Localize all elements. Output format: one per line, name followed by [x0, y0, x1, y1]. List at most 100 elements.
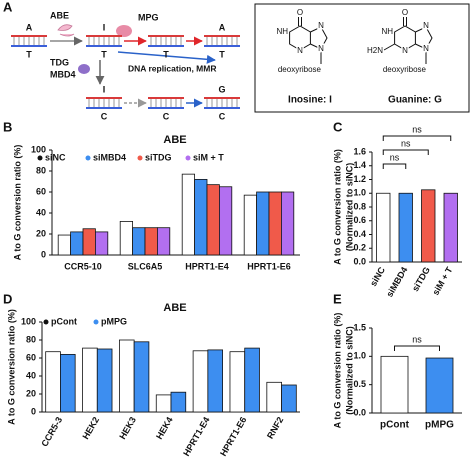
panel-a: A ABE MPG TDG MBD4 DNA replication, MMR	[3, 0, 470, 113]
chart-title: ABE	[163, 302, 186, 314]
legend-marker	[85, 155, 91, 161]
significance-label: ns	[401, 138, 411, 148]
y-tick-label: 1.2	[353, 174, 366, 184]
atom-label: N	[423, 21, 429, 30]
base-label: T	[101, 49, 107, 59]
tdg-icon	[78, 64, 90, 74]
significance-bracket	[394, 345, 440, 351]
sugar-label: deoxyribose	[278, 65, 322, 74]
significance-bracket	[382, 163, 407, 169]
bar	[376, 192, 391, 263]
atom-label: NH	[276, 27, 288, 36]
y-axis-label: A to G conversion ratio (%)	[332, 149, 342, 265]
x-tick-label: HPRT1-E6	[218, 415, 248, 458]
bar	[244, 347, 260, 413]
y-axis-label: (Normalized to siNC)	[344, 163, 354, 252]
panel-letter: D	[3, 291, 12, 306]
base-label: A	[26, 22, 33, 32]
legend-label: pMPG	[101, 316, 127, 326]
bar	[70, 231, 84, 256]
bar	[133, 341, 150, 413]
bar	[155, 394, 172, 413]
y-tick-label: 0.0	[353, 256, 366, 266]
bar	[95, 231, 109, 256]
bar	[119, 339, 135, 413]
atom-label: N	[318, 21, 324, 30]
panel-letter: B	[3, 119, 12, 134]
y-tick-label: 1.5	[353, 322, 366, 332]
molecule-name: Inosine: I	[288, 95, 332, 106]
enzyme-label: ABE	[50, 10, 69, 20]
x-tick-label: pCont	[380, 420, 410, 431]
y-tick-label: 0	[31, 406, 36, 416]
y-tick-label: 1.4	[353, 160, 366, 170]
y-tick-label: 80	[26, 334, 36, 344]
panel-letter: C	[333, 119, 343, 134]
ring	[415, 26, 433, 50]
bond	[383, 43, 395, 51]
panel-letter: E	[333, 291, 342, 306]
molecule-name: Guanine: G	[388, 95, 442, 106]
enzyme-label: MPG	[138, 12, 159, 22]
x-tick-label: siTDG	[410, 265, 432, 293]
y-tick-label: 20	[36, 228, 46, 238]
base-label: C	[163, 111, 170, 121]
bar	[207, 349, 224, 413]
legend-marker	[37, 155, 43, 161]
base-label: T	[163, 49, 169, 59]
base-label: G	[218, 84, 225, 94]
y-tick-label: 80	[36, 165, 46, 175]
bar	[119, 220, 133, 256]
y-tick-label: 1.6	[353, 146, 366, 156]
bar	[380, 355, 409, 414]
enzyme-label: TDG	[50, 57, 69, 67]
bar	[443, 192, 458, 263]
bar	[82, 228, 96, 256]
significance-bracket	[382, 149, 429, 155]
y-tick-label: 0.2	[353, 243, 366, 253]
y-tick-label: 20	[26, 388, 36, 398]
x-tick-label: siM + T	[430, 265, 454, 297]
atom-label: N	[423, 44, 429, 53]
y-tick-label: 0.6	[353, 215, 366, 225]
bar	[192, 350, 209, 413]
bar	[281, 384, 297, 413]
y-tick-label: 1.0	[353, 188, 366, 198]
y-tick-label: 0.8	[353, 201, 366, 211]
atom-label: N	[318, 44, 324, 53]
y-tick-label: 0	[41, 249, 46, 259]
base-label: T	[26, 49, 32, 59]
bar	[425, 357, 454, 414]
x-tick-label: RNF2	[265, 415, 285, 440]
y-tick-label: 100	[21, 316, 36, 326]
bar	[96, 348, 113, 413]
y-tick-label: 60	[36, 186, 46, 196]
bar	[57, 234, 72, 256]
y-tick-label: 1.0	[353, 351, 366, 361]
y-tick-label: 0.4	[353, 229, 366, 239]
bar	[243, 194, 257, 256]
bar	[181, 173, 195, 256]
bar	[398, 192, 413, 263]
bar	[421, 189, 436, 263]
legend-label: siNC	[45, 152, 66, 162]
enzyme-label: MBD4	[50, 69, 76, 79]
x-tick-label: HPRT1-E6	[247, 261, 291, 271]
y-tick-label: 100	[31, 144, 46, 154]
bar	[45, 351, 61, 413]
significance-bracket	[382, 135, 452, 141]
legend-marker	[93, 319, 99, 325]
molecule-box	[254, 3, 470, 113]
base-label: I	[103, 84, 106, 94]
y-tick-label: 0.0	[353, 407, 366, 417]
legend-label: pCont	[51, 316, 77, 326]
legend-marker	[43, 319, 49, 325]
y-axis-label: A to G conversion ratio (%)	[6, 309, 16, 425]
base-label: C	[101, 111, 108, 121]
bar	[194, 178, 208, 256]
atom-label: NH	[381, 27, 393, 36]
significance-label: ns	[412, 124, 422, 134]
legend-label: siM + T	[193, 152, 224, 162]
bar	[266, 381, 282, 413]
